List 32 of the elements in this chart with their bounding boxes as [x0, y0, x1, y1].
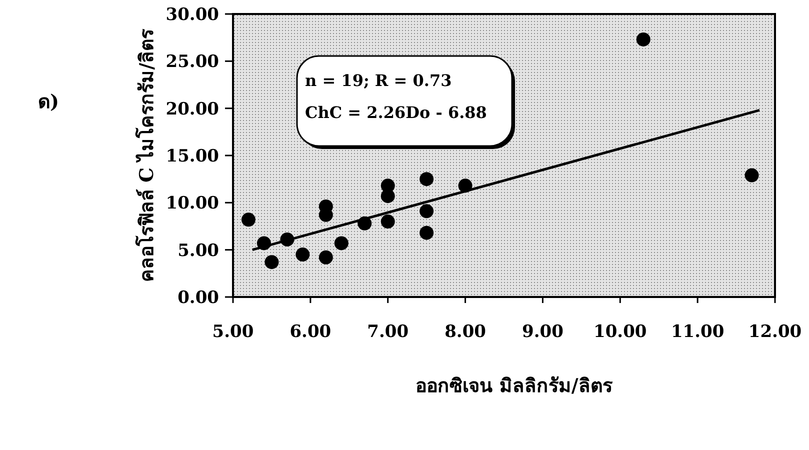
- point: [636, 32, 650, 46]
- point: [744, 168, 759, 182]
- point: [420, 226, 434, 240]
- point: [241, 212, 256, 227]
- point: [420, 172, 434, 186]
- x-tick-label: 5.00: [212, 322, 254, 342]
- y-tick-label: 30.00: [166, 4, 220, 25]
- x-tick-label: 6.00: [290, 322, 332, 342]
- x-tick-label: 11.00: [670, 322, 724, 342]
- x-tick-label: 8.00: [444, 322, 486, 342]
- point: [420, 204, 434, 218]
- annotation: n = 19; R = 0.73: [305, 71, 452, 90]
- y-tick-label: 25.00: [166, 52, 220, 72]
- x-tick-label: 10.00: [594, 322, 647, 342]
- point: [334, 236, 348, 250]
- x-tick-label: 7.00: [367, 322, 409, 342]
- point: [380, 189, 395, 204]
- point: [380, 214, 395, 229]
- x-tick-label: 12.00: [748, 322, 802, 342]
- y-tick-label: 10.00: [166, 194, 220, 214]
- text: ด): [38, 91, 59, 113]
- point: [318, 250, 333, 264]
- x-tick-label: 9.00: [522, 322, 564, 342]
- y-tick-label: 15.00: [166, 146, 220, 166]
- y-tick-label: 20.00: [166, 99, 220, 120]
- x-axis-title: ออกซิเจน มิลลิกรัม/ลิตร: [416, 375, 614, 397]
- y-axis-title: คลอโรฟิลล์ C ไมโครกรัม/ลิตร: [135, 28, 158, 282]
- point: [264, 255, 279, 270]
- y-tick-label: 0.00: [178, 288, 220, 308]
- annotation: ChC = 2.26Do - 6.88: [305, 103, 487, 122]
- y-tick-label: 5.00: [178, 240, 220, 261]
- point: [296, 248, 310, 262]
